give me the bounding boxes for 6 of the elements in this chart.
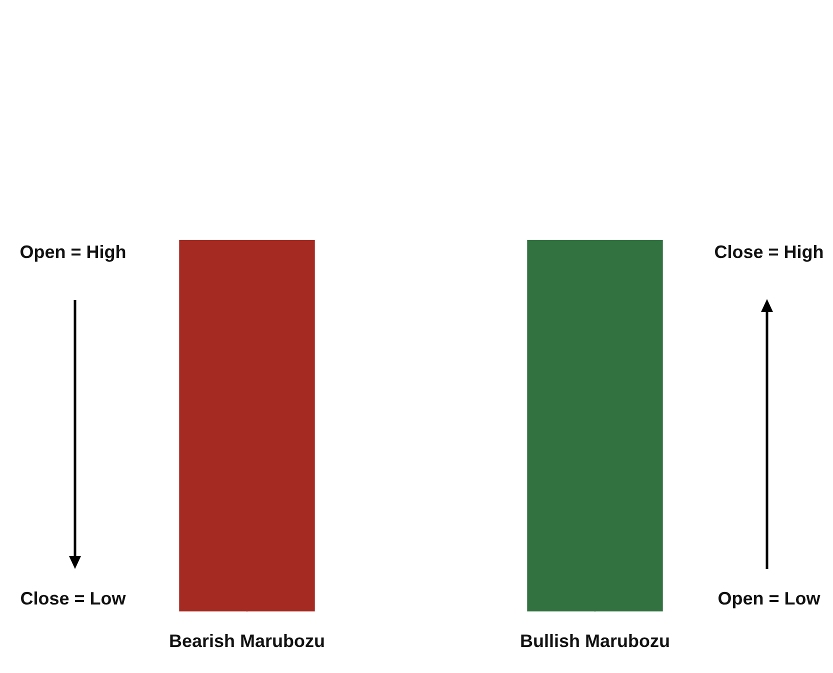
annotation: Open = High — [20, 242, 126, 262]
x-tick-label: Bullish Marubozu — [520, 631, 670, 652]
annotation: Close = Low — [20, 588, 127, 608]
x-tick-label: Bearish Marubozu — [168, 631, 326, 652]
annotation: Close = High — [714, 242, 824, 262]
annotation: Open = Low — [718, 588, 822, 608]
